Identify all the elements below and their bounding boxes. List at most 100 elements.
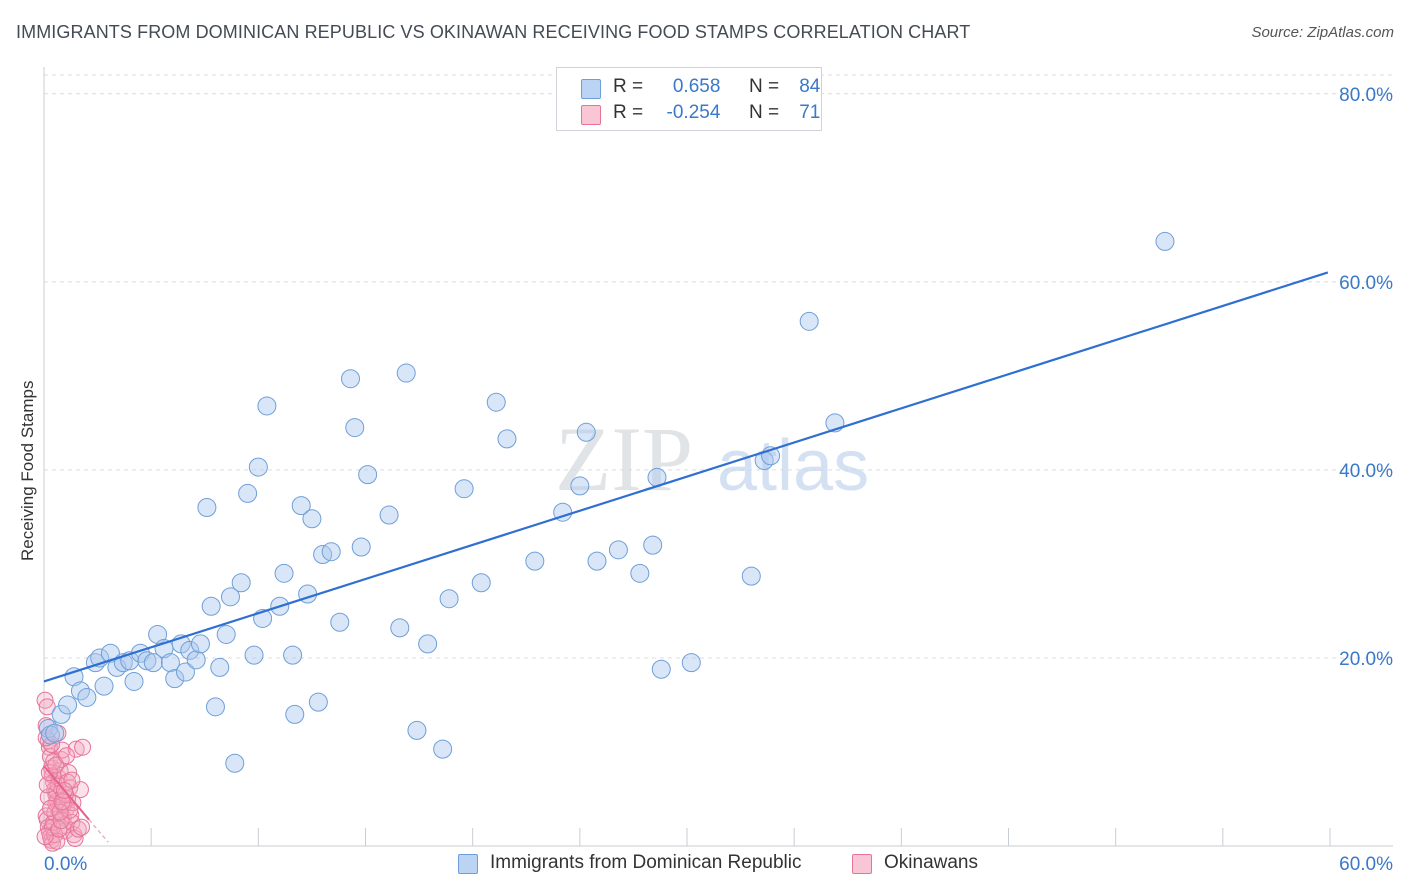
bottom-legend-swatch-blue (458, 854, 478, 874)
r-value: -0.254 (666, 102, 721, 123)
okinawans-point (38, 698, 56, 716)
dominican-point (51, 704, 71, 724)
source-label: Source: ZipAtlas.com (1251, 24, 1394, 41)
dominican-point (630, 563, 650, 583)
dominican-point (433, 739, 453, 759)
okinawans-trendline-extension (88, 819, 109, 843)
r-label: R = (613, 76, 644, 97)
dominican-point (238, 483, 258, 503)
dominican-point (308, 692, 328, 712)
n-label: N = (748, 102, 780, 123)
okinawans-point (73, 818, 91, 836)
dominican-point (248, 457, 268, 477)
dominican-point (651, 659, 671, 679)
dominican-point (180, 640, 200, 660)
dominican-point (439, 589, 459, 609)
dominican-points (38, 231, 1175, 773)
x-tick-label: 60.0% (1339, 854, 1393, 875)
dominican-point (186, 650, 206, 670)
dominican-point (165, 669, 185, 689)
dominican-point (225, 753, 245, 773)
dominican-point (201, 596, 221, 616)
okinawans-point (47, 756, 65, 774)
watermark-zip: ZIP (555, 408, 693, 510)
dominican-point (257, 396, 277, 416)
bottom-legend-label: Immigrants from Dominican Republic (490, 852, 802, 873)
dominican-point (124, 671, 144, 691)
dominican-point (741, 566, 761, 586)
bottom-legend-swatch-pink (852, 854, 872, 874)
dominican-point (148, 624, 168, 644)
y-tick-label: 60.0% (1339, 273, 1393, 294)
dominican-point (244, 645, 264, 665)
dominican-point (58, 695, 78, 715)
legend-swatch-blue (581, 79, 601, 99)
correlation-legend: R = 0.658 N = 84 R = -0.254 N = 71 (556, 67, 822, 131)
dominican-point (454, 479, 474, 499)
dominican-point (216, 624, 236, 644)
dominican-point (231, 573, 251, 593)
dominican-point (321, 542, 341, 562)
n-value: 71 (799, 102, 821, 123)
dominican-point (210, 657, 230, 677)
dominican-point (570, 476, 590, 496)
okinawans-point (36, 691, 54, 709)
dominican-point (345, 418, 365, 438)
dominican-point (143, 653, 163, 673)
legend-text: R = 0.658 N = 84 (613, 76, 820, 98)
watermark-atlas: atlas (717, 426, 869, 506)
dominican-point (160, 653, 180, 673)
okinawans-trendline (43, 765, 90, 821)
n-value: 84 (799, 76, 821, 97)
dominican-point (396, 363, 416, 383)
dominican-point (407, 720, 427, 740)
dominican-point (608, 540, 628, 560)
dominican-point (576, 422, 596, 442)
y-tick-label: 80.0% (1339, 85, 1393, 106)
bottom-legend-label: Okinawans (884, 852, 978, 873)
okinawans-point (58, 747, 76, 765)
gridlines (44, 74, 1393, 659)
dominican-point (486, 392, 506, 412)
dominican-point (358, 465, 378, 485)
dominican-point (643, 535, 663, 555)
dominican-point (291, 496, 311, 516)
dominican-point (340, 369, 360, 389)
dominican-point (418, 634, 438, 654)
dominican-point (274, 563, 294, 583)
dominican-point (175, 662, 195, 682)
okinawans-point (53, 793, 71, 811)
r-label: R = (613, 102, 644, 123)
okinawans-point (74, 738, 92, 756)
dominican-point (471, 573, 491, 593)
dominican-point (220, 587, 240, 607)
trendlines (43, 271, 1329, 843)
dominican-point (379, 505, 399, 525)
dominican-point (351, 537, 371, 557)
dominican-point (45, 723, 65, 743)
dominican-point (525, 551, 545, 571)
dominican-point (197, 498, 217, 518)
dominican-point (77, 687, 97, 707)
tick-labels: 20.0% 40.0% 60.0% 80.0% 0.0% 60.0% (44, 85, 1393, 875)
x-tick-label: 0.0% (44, 854, 87, 875)
dominican-point (799, 311, 819, 331)
dominican-point (302, 509, 322, 529)
y-tick-label: 20.0% (1339, 649, 1393, 670)
dominican-point (94, 676, 114, 696)
okinawans-point (51, 803, 69, 821)
dominican-point (285, 704, 305, 724)
dominican-point (1155, 231, 1175, 251)
legend-text: R = -0.254 N = 71 (613, 102, 820, 124)
r-value: 0.658 (672, 76, 721, 97)
legend-swatch-pink (581, 105, 601, 125)
watermark: ZIP atlas (555, 408, 869, 510)
dominican-point (205, 697, 225, 717)
okinawans-points (36, 691, 92, 852)
dominican-point (390, 618, 410, 638)
chart-title: IMMIGRANTS FROM DOMINICAN REPUBLIC VS OK… (16, 22, 971, 42)
axes (43, 67, 1393, 847)
dominican-point (137, 651, 157, 671)
y-tick-label: 40.0% (1339, 461, 1393, 482)
